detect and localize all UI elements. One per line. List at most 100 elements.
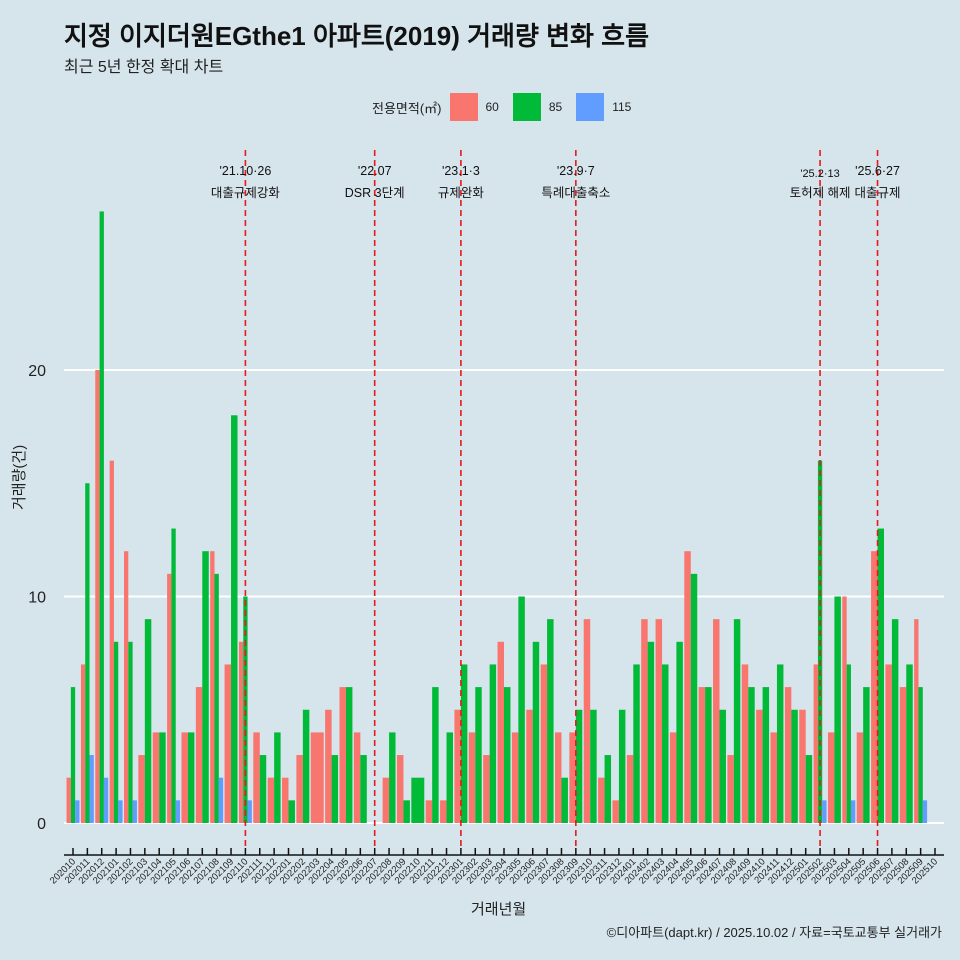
bar-85-202112 [274, 732, 281, 823]
bar-85-202506 [877, 528, 884, 823]
bar-115-202502 [822, 800, 827, 823]
event-date-label: '25.2·13 [800, 168, 839, 180]
event-date-label: '21.10·26 [220, 164, 272, 178]
bar-60-202106 [181, 732, 188, 823]
bar-85-202402 [647, 641, 655, 823]
y-tick-label: 0 [37, 816, 46, 833]
bar-85-202111 [259, 755, 267, 823]
event-date-label: '23.9·7 [557, 164, 595, 178]
bar-85-202310 [590, 709, 597, 823]
event-label: 대출규제강화 [211, 186, 281, 200]
legend: 전용면적(㎡) 60 85 115 [372, 92, 645, 122]
bar-85-202202 [302, 709, 310, 823]
bar-85-202108 [214, 573, 219, 823]
bar-60-202202 [296, 755, 303, 823]
event-date-label: '25.6·27 [855, 164, 900, 178]
legend-title: 전용면적(㎡) [372, 100, 442, 116]
bar-85-202306 [532, 641, 540, 823]
bar-60-202101 [109, 460, 114, 823]
legend-label-85: 85 [548, 100, 563, 114]
bar-60-202509 [914, 619, 919, 823]
bar-60-202310 [583, 619, 591, 823]
y-tick-label: 20 [28, 363, 46, 380]
y-tick-label: 10 [28, 590, 46, 607]
bar-115-202012 [103, 777, 109, 823]
bar-60-202309 [569, 732, 576, 823]
bar-60-202412 [784, 687, 792, 823]
bar-85-202105 [171, 528, 176, 823]
bar-115-202101 [118, 800, 123, 823]
bar-85-202406 [705, 687, 712, 823]
bar-60-202405 [684, 551, 691, 823]
bar-60-202308 [555, 732, 562, 823]
bar-60-202411 [770, 732, 777, 823]
bar-60-202011 [80, 664, 86, 823]
bar-60-202012 [95, 370, 100, 823]
chart-title: 지정 이지더원EGthe1 아파트(2019) 거래량 변화 흐름 [64, 21, 650, 51]
bar-60-202407 [713, 619, 720, 823]
bar-60-202103 [138, 755, 145, 823]
bar-85-202307 [547, 619, 554, 823]
bar-115-202110 [247, 800, 252, 823]
event-date-label: '22.07 [358, 164, 392, 178]
legend-label-60: 60 [485, 100, 499, 114]
bar-85-202302 [475, 687, 482, 823]
bar-60-202301 [454, 709, 461, 823]
bar-85-202301 [460, 664, 468, 823]
bar-85-202308 [561, 777, 568, 823]
bar-60-202302 [468, 732, 476, 823]
bar-85-202107 [202, 551, 209, 823]
bar-85-202409 [748, 687, 755, 823]
bar-85-202509 [918, 687, 923, 823]
bar-85-202504 [846, 664, 851, 823]
bar-85-202103 [144, 619, 152, 823]
event-label: 대출규제 [855, 186, 901, 200]
bar-115-202105 [175, 800, 181, 823]
bar-60-202201 [282, 777, 289, 823]
bar-60-202504 [842, 596, 847, 823]
bar-85-202312 [618, 709, 626, 823]
bar-85-202110 [243, 596, 248, 823]
bar-85-202012 [99, 211, 104, 823]
bar-85-202204 [331, 755, 339, 823]
bar-60-202109 [224, 664, 232, 823]
bar-85-202210 [411, 777, 425, 823]
bar-115-202509 [922, 800, 928, 823]
bar-85-202109 [231, 415, 238, 823]
bar-85-202401 [633, 664, 640, 823]
bar-60-202404 [669, 732, 677, 823]
bar-85-202305 [518, 596, 525, 823]
bar-60-202211 [425, 800, 433, 823]
bar-85-202410 [762, 687, 770, 823]
bar-60-202401 [626, 755, 634, 823]
bar-85-202408 [733, 619, 741, 823]
legend-swatch-115 [576, 93, 605, 121]
bar-60-202410 [756, 709, 763, 823]
bar-60-202107 [195, 687, 203, 823]
bar-85-202505 [863, 687, 870, 823]
y-axis-title: 거래량(건) [11, 444, 28, 510]
bar-60-202304 [497, 641, 504, 823]
x-axis-title: 거래년월 [471, 901, 527, 918]
bar-60-202010 [66, 777, 71, 823]
bar-60-202507 [885, 664, 892, 823]
bar-85-202304 [504, 687, 511, 823]
event-label: 토허제 해제 [790, 186, 851, 200]
bar-85-202405 [690, 573, 698, 823]
bar-60-202206 [353, 732, 361, 823]
legend-swatch-60 [449, 93, 478, 121]
bar-85-202205 [345, 687, 353, 823]
caption: ©디아파트(dapt.kr) / 2025.10.02 / 자료=국토교통부 실… [606, 925, 942, 940]
bar-85-202309 [575, 709, 583, 823]
bar-85-202010 [70, 687, 76, 823]
legend-label-115: 115 [612, 100, 632, 114]
bar-60-202303 [483, 755, 490, 823]
bar-115-202102 [132, 800, 137, 823]
bar-60-202209 [396, 755, 404, 823]
bar-60-202505 [856, 732, 864, 823]
bar-60-202409 [741, 664, 749, 823]
bar-85-202212 [446, 732, 453, 823]
bar-85-202201 [288, 800, 295, 823]
bar-85-202412 [791, 709, 798, 823]
